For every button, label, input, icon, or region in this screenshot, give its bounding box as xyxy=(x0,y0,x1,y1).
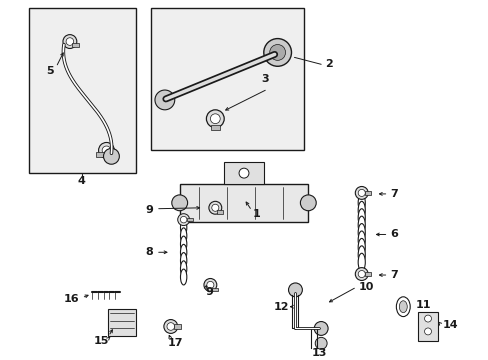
Text: 2: 2 xyxy=(325,59,332,69)
Circle shape xyxy=(288,283,302,297)
Text: 9: 9 xyxy=(145,205,153,215)
Ellipse shape xyxy=(180,261,186,277)
Circle shape xyxy=(263,39,291,66)
Circle shape xyxy=(206,110,224,128)
Ellipse shape xyxy=(180,253,186,269)
Text: 14: 14 xyxy=(442,320,458,329)
Bar xyxy=(174,324,181,329)
Text: 13: 13 xyxy=(311,348,326,358)
Circle shape xyxy=(358,270,365,278)
Circle shape xyxy=(99,143,114,158)
Circle shape xyxy=(358,189,365,197)
Text: 4: 4 xyxy=(78,176,85,186)
Circle shape xyxy=(103,148,119,164)
Ellipse shape xyxy=(357,201,365,219)
Text: 12: 12 xyxy=(273,302,289,312)
Text: 3: 3 xyxy=(261,74,268,84)
Bar xyxy=(96,152,103,157)
Text: 5: 5 xyxy=(46,66,54,76)
Bar xyxy=(151,8,304,150)
Circle shape xyxy=(102,146,111,155)
Circle shape xyxy=(314,321,327,336)
Text: 17: 17 xyxy=(168,338,183,348)
Bar xyxy=(186,218,192,221)
Circle shape xyxy=(269,45,285,60)
Circle shape xyxy=(63,35,77,49)
Circle shape xyxy=(163,320,177,333)
Circle shape xyxy=(66,38,74,45)
Text: 1: 1 xyxy=(252,209,260,219)
Circle shape xyxy=(166,323,174,330)
Bar xyxy=(364,272,370,276)
Circle shape xyxy=(239,168,248,178)
Bar xyxy=(179,184,307,222)
Circle shape xyxy=(171,195,187,211)
Bar xyxy=(108,309,136,336)
Bar xyxy=(417,312,437,341)
Bar xyxy=(29,8,136,173)
Circle shape xyxy=(180,216,186,223)
Circle shape xyxy=(210,114,220,123)
Bar xyxy=(364,191,370,195)
Ellipse shape xyxy=(357,224,365,242)
Bar xyxy=(72,43,79,47)
Ellipse shape xyxy=(357,194,365,212)
Text: 9: 9 xyxy=(205,287,213,297)
Circle shape xyxy=(300,195,316,211)
Text: 8: 8 xyxy=(145,247,153,257)
Text: 6: 6 xyxy=(389,229,398,239)
Circle shape xyxy=(424,315,430,322)
Ellipse shape xyxy=(180,220,186,235)
Circle shape xyxy=(424,328,430,335)
Bar xyxy=(210,125,219,130)
Ellipse shape xyxy=(357,209,365,226)
Ellipse shape xyxy=(399,301,407,312)
Ellipse shape xyxy=(357,238,365,256)
Circle shape xyxy=(355,186,367,199)
Text: 10: 10 xyxy=(358,282,373,292)
Ellipse shape xyxy=(357,253,365,271)
Circle shape xyxy=(177,214,189,226)
Text: 16: 16 xyxy=(64,294,80,304)
Ellipse shape xyxy=(180,269,186,285)
Circle shape xyxy=(203,279,216,291)
Circle shape xyxy=(315,337,326,349)
Ellipse shape xyxy=(180,236,186,252)
Circle shape xyxy=(155,90,174,110)
Bar xyxy=(216,210,223,214)
Ellipse shape xyxy=(357,216,365,234)
Ellipse shape xyxy=(357,246,365,264)
Text: 7: 7 xyxy=(389,270,397,280)
Text: 7: 7 xyxy=(389,189,397,199)
Circle shape xyxy=(211,204,219,211)
Ellipse shape xyxy=(180,228,186,244)
Text: 11: 11 xyxy=(415,300,431,310)
Circle shape xyxy=(206,282,213,288)
Circle shape xyxy=(355,267,367,280)
Ellipse shape xyxy=(180,244,186,260)
Bar xyxy=(224,162,263,184)
Text: 15: 15 xyxy=(94,336,109,346)
Ellipse shape xyxy=(357,231,365,249)
Bar xyxy=(211,288,218,291)
Circle shape xyxy=(208,201,221,214)
Ellipse shape xyxy=(396,297,409,316)
